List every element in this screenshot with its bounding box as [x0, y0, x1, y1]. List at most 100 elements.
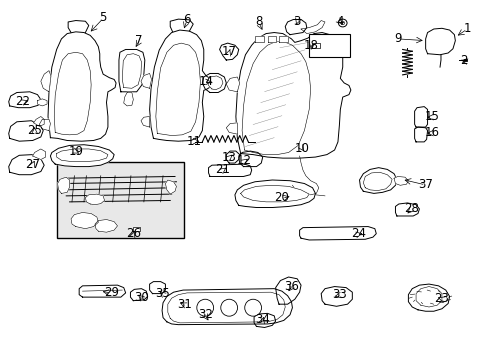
- Polygon shape: [34, 117, 44, 126]
- Polygon shape: [167, 292, 285, 323]
- Text: 34: 34: [255, 313, 269, 326]
- Ellipse shape: [244, 299, 261, 316]
- Text: 21: 21: [215, 163, 230, 176]
- Polygon shape: [71, 212, 98, 229]
- Text: 24: 24: [350, 227, 366, 240]
- Text: 15: 15: [424, 110, 439, 123]
- Polygon shape: [226, 151, 239, 163]
- Polygon shape: [395, 203, 419, 216]
- Text: 22: 22: [16, 95, 31, 108]
- Polygon shape: [226, 123, 237, 134]
- Text: 12: 12: [237, 154, 251, 167]
- Bar: [57, 162, 183, 238]
- Text: 33: 33: [331, 288, 346, 301]
- Text: 5: 5: [99, 11, 106, 24]
- Polygon shape: [208, 164, 251, 176]
- Text: 8: 8: [255, 15, 262, 28]
- Polygon shape: [156, 43, 200, 136]
- Polygon shape: [149, 30, 211, 141]
- Polygon shape: [311, 43, 319, 48]
- Polygon shape: [235, 32, 350, 158]
- Polygon shape: [165, 180, 176, 194]
- Polygon shape: [226, 77, 239, 92]
- Text: 23: 23: [434, 292, 448, 305]
- Polygon shape: [238, 151, 262, 167]
- Polygon shape: [415, 287, 441, 307]
- Polygon shape: [119, 49, 144, 92]
- Text: 28: 28: [403, 202, 418, 215]
- Polygon shape: [254, 313, 275, 328]
- Polygon shape: [141, 117, 149, 127]
- Text: 16: 16: [424, 126, 439, 139]
- Text: 6: 6: [183, 13, 190, 26]
- Text: 25: 25: [27, 124, 42, 137]
- Text: 10: 10: [294, 142, 309, 155]
- Text: 1: 1: [463, 22, 470, 35]
- Polygon shape: [122, 54, 141, 88]
- Polygon shape: [41, 71, 51, 92]
- Polygon shape: [9, 154, 44, 175]
- Polygon shape: [275, 277, 301, 304]
- Polygon shape: [425, 28, 454, 55]
- Polygon shape: [234, 180, 315, 207]
- Ellipse shape: [340, 21, 344, 25]
- Polygon shape: [240, 185, 308, 202]
- Polygon shape: [123, 93, 133, 106]
- Text: 4: 4: [336, 15, 344, 28]
- Polygon shape: [321, 287, 351, 306]
- Polygon shape: [279, 36, 287, 42]
- Polygon shape: [38, 99, 47, 106]
- Polygon shape: [414, 107, 427, 127]
- Text: 9: 9: [393, 32, 401, 45]
- Polygon shape: [285, 19, 306, 35]
- Text: 37: 37: [417, 178, 432, 191]
- Polygon shape: [58, 177, 69, 193]
- Polygon shape: [393, 176, 407, 185]
- Text: 19: 19: [68, 145, 83, 158]
- Polygon shape: [359, 168, 396, 193]
- Text: 31: 31: [177, 298, 192, 311]
- Polygon shape: [141, 73, 151, 88]
- Polygon shape: [407, 284, 448, 311]
- Text: 3: 3: [293, 15, 300, 28]
- Polygon shape: [33, 149, 45, 159]
- Polygon shape: [54, 52, 91, 135]
- Polygon shape: [363, 172, 391, 190]
- Polygon shape: [267, 36, 276, 42]
- Polygon shape: [414, 127, 427, 142]
- Polygon shape: [162, 289, 292, 325]
- Polygon shape: [130, 289, 147, 301]
- Polygon shape: [79, 285, 125, 297]
- Polygon shape: [207, 76, 223, 90]
- Text: 2: 2: [459, 54, 467, 67]
- Bar: [308, 34, 349, 57]
- Text: 11: 11: [186, 135, 201, 148]
- Text: 18: 18: [304, 40, 318, 53]
- Polygon shape: [202, 73, 226, 93]
- Polygon shape: [219, 43, 238, 60]
- Polygon shape: [301, 21, 325, 33]
- Polygon shape: [242, 42, 310, 154]
- Polygon shape: [299, 226, 376, 240]
- Polygon shape: [48, 32, 116, 141]
- Text: 7: 7: [135, 34, 142, 47]
- Polygon shape: [9, 92, 41, 108]
- Ellipse shape: [196, 299, 213, 316]
- Polygon shape: [57, 149, 108, 162]
- Polygon shape: [40, 119, 50, 131]
- Text: 13: 13: [221, 150, 236, 163]
- Text: 14: 14: [198, 75, 213, 88]
- Polygon shape: [255, 36, 263, 42]
- Polygon shape: [9, 121, 43, 141]
- Ellipse shape: [220, 299, 237, 316]
- Text: 29: 29: [103, 286, 119, 299]
- Text: 20: 20: [274, 191, 289, 204]
- Polygon shape: [149, 282, 165, 294]
- Polygon shape: [95, 220, 117, 232]
- Polygon shape: [50, 145, 114, 167]
- Text: 35: 35: [155, 287, 170, 300]
- Text: 27: 27: [25, 158, 40, 171]
- Polygon shape: [85, 194, 104, 205]
- Text: 30: 30: [134, 291, 148, 303]
- Polygon shape: [133, 226, 140, 231]
